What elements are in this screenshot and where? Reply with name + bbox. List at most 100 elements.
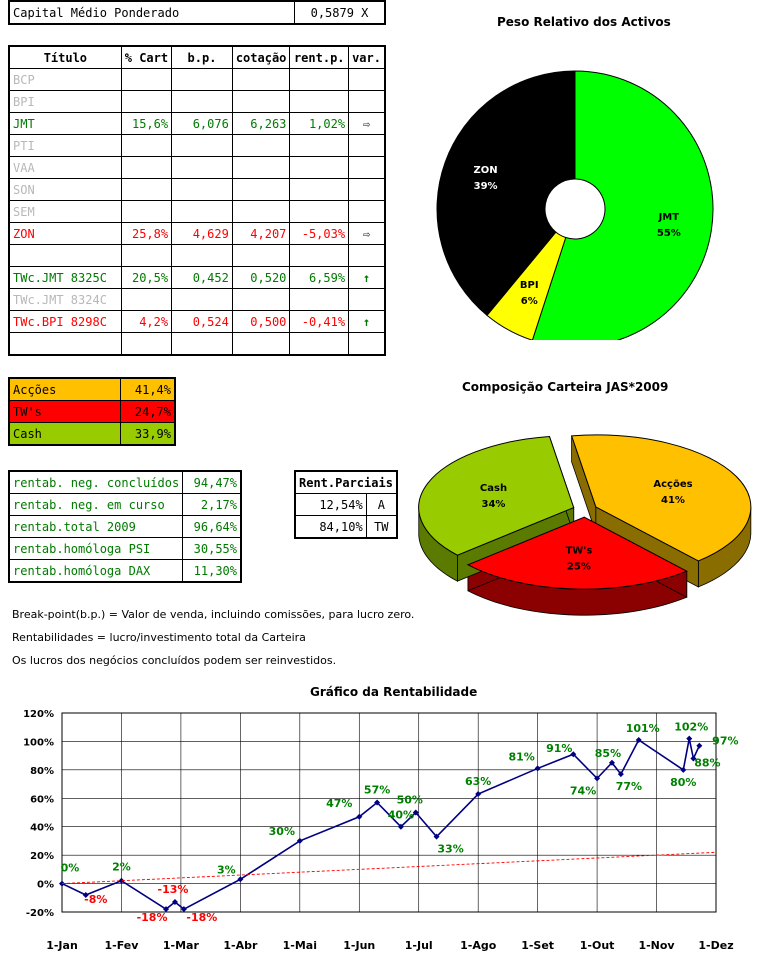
returns-value: 2,17%: [182, 493, 242, 516]
pie3d-slice-pct: 41%: [661, 495, 685, 506]
var-cell: [348, 288, 386, 311]
x-tick-label: 1-Mar: [163, 939, 200, 952]
donut-slice-pct: 6%: [521, 296, 538, 307]
data-label: 0%: [61, 862, 80, 875]
returns-row: rentab. neg. concluídos 94,47%: [8, 470, 242, 494]
data-point: [237, 876, 244, 883]
pie3d-slice-label: TW's: [565, 546, 592, 557]
y-tick-label: 60%: [30, 794, 54, 805]
table-row: SEM: [8, 200, 386, 223]
titulo-cell: [8, 332, 122, 356]
cotacao-cell: [231, 90, 291, 113]
returns-table: rentab. neg. concluídos 94,47% rentab. neg…: [8, 470, 242, 583]
y-tick-label: 80%: [30, 766, 54, 777]
cotacao-cell: [231, 332, 291, 356]
partials-header: Rent.Parciais: [294, 470, 398, 494]
data-point: [296, 837, 303, 844]
returns-label: rentab.homóloga PSI: [8, 537, 184, 560]
data-label: 33%: [437, 843, 463, 856]
x-tick-label: 1-Dez: [698, 939, 733, 952]
donut-slice-label: BPI: [520, 280, 539, 291]
cotacao-cell: 0,520: [231, 266, 291, 289]
data-point: [686, 735, 693, 742]
data-point: [374, 799, 381, 806]
rent-cell: [289, 244, 350, 267]
cart-cell: 20,5%: [120, 266, 173, 289]
returns-value: 11,30%: [182, 559, 242, 583]
returns-value: 94,47%: [182, 470, 242, 494]
donut-slice-label: JMT: [658, 212, 680, 223]
holdings-table: Título % Cart b.p. cotação rent.p. var. …: [8, 45, 386, 356]
composition-row: Acções 41,4%: [8, 377, 176, 401]
partials-value: 84,10%: [294, 515, 367, 539]
donut-chart: JMT 55% BPI 6% ZON 39%: [436, 70, 714, 340]
data-label: 2%: [112, 861, 131, 874]
donut-slice-pct: 55%: [657, 228, 681, 239]
rent-cell: [289, 156, 350, 179]
data-label: -8%: [84, 893, 107, 906]
rent-cell: [289, 68, 350, 91]
plot-area: [61, 712, 717, 913]
partials-tag: TW: [365, 515, 398, 539]
bp-cell: [171, 244, 233, 267]
composition-value: 33,9%: [120, 422, 176, 446]
line-chart: 120% 100% 80% 60% 40% 20% 0% -20% 1-Jan 1-Fev 1-Ma…: [23, 709, 738, 952]
bp-cell: 4,629: [171, 222, 233, 245]
var-cell: [348, 134, 386, 157]
x-tick-label: 1-Nov: [638, 939, 675, 952]
data-label: 50%: [397, 794, 423, 807]
capital-value: 0,5879 X: [294, 0, 386, 25]
data-label: 3%: [217, 863, 236, 876]
pie3d-slice-aces: [570, 434, 752, 562]
titulo-cell: SEM: [8, 200, 122, 223]
capital-table: Capital Médio Ponderado 0,5879 X: [8, 0, 386, 25]
note-rentabilidades: Rentabilidades = lucro/investimento tota…: [12, 631, 306, 644]
bp-cell: 0,524: [171, 310, 233, 333]
x-tick-label: 1-Fev: [104, 939, 139, 952]
titulo-cell: TWc.JMT 8324C: [8, 288, 122, 311]
data-label: 97%: [712, 735, 738, 748]
y-tick-label: 0%: [37, 880, 54, 891]
titulo-cell: PTI: [8, 134, 122, 157]
cotacao-cell: 6,263: [231, 112, 291, 135]
data-label: -13%: [158, 883, 189, 896]
data-point: [180, 906, 187, 913]
cotacao-cell: [231, 178, 291, 201]
returns-row: rentab.homóloga PSI 30,55%: [8, 537, 242, 560]
pie3d-slice-pct: 25%: [567, 562, 591, 573]
y-tick-label: 120%: [23, 709, 54, 720]
data-label: 74%: [570, 784, 596, 797]
cotacao-cell: [231, 156, 291, 179]
data-point: [617, 771, 624, 778]
col-bp: b.p.: [171, 45, 233, 69]
data-label: 88%: [694, 756, 720, 769]
bp-cell: [171, 90, 233, 113]
titulo-cell: TWc.BPI 8298C: [8, 310, 122, 333]
table-row: SON: [8, 178, 386, 201]
note-breakpoint: Break-point(b.p.) = Valor de venda, incl…: [12, 608, 415, 621]
composition-value: 41,4%: [120, 377, 176, 401]
var-cell: ⇨: [348, 222, 386, 245]
x-tick-label: 1-Set: [521, 939, 554, 952]
data-label: -18%: [137, 911, 168, 924]
table-row: ZON 25,8% 4,629 4,207 -5,03% ⇨: [8, 222, 386, 245]
rent-cell: [289, 332, 350, 356]
rent-cell: -5,03%: [289, 222, 350, 245]
cart-cell: [120, 90, 173, 113]
data-label: 91%: [546, 742, 572, 755]
composition-label: Cash: [8, 422, 121, 446]
bp-cell: 6,076: [171, 112, 233, 135]
table-row: TWc.JMT 8324C: [8, 288, 386, 311]
rent-cell: [289, 178, 350, 201]
cotacao-cell: 4,207: [231, 222, 291, 245]
titulo-cell: VAA: [8, 156, 122, 179]
cart-cell: [120, 332, 173, 356]
cart-cell: [120, 134, 173, 157]
rent-cell: [289, 288, 350, 311]
data-label: 80%: [670, 776, 696, 789]
data-label: -18%: [186, 911, 217, 924]
table-row: PTI: [8, 134, 386, 157]
data-point: [82, 891, 89, 898]
var-cell: [348, 68, 386, 91]
var-cell: ↑: [348, 266, 386, 289]
